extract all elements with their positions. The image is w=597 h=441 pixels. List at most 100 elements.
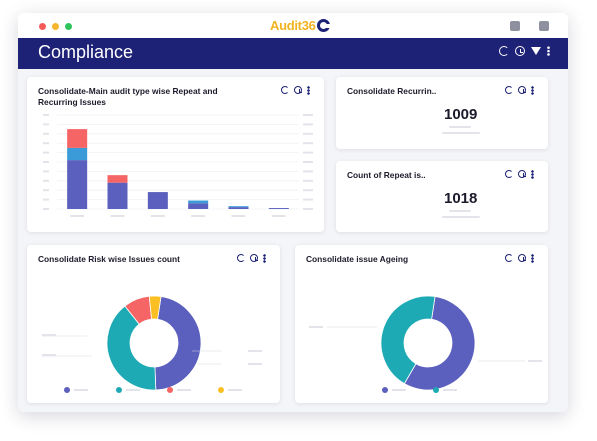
- y-tick-label-placeholder: [43, 132, 49, 135]
- more-options-icon[interactable]: [531, 170, 539, 179]
- more-options-icon[interactable]: [531, 86, 539, 95]
- kpi-caption-placeholder: [442, 132, 480, 134]
- kpi-value: 1009: [444, 106, 478, 123]
- bar-segment: [67, 129, 88, 148]
- y-tick-label-placeholder: [43, 198, 49, 201]
- legend-label-placeholder: [74, 389, 88, 391]
- x-tick-label-placeholder: [150, 215, 165, 217]
- x-tick-label-placeholder: [110, 215, 125, 217]
- data-label-placeholder: [248, 363, 262, 365]
- y2-tick-label-placeholder: [303, 142, 313, 145]
- kpi-caption-placeholder: [449, 210, 471, 212]
- card-actions: [505, 254, 539, 263]
- bar-segment: [67, 160, 88, 209]
- stacked-bar-chart: [43, 114, 313, 217]
- card-actions: [505, 170, 539, 179]
- y-tick-label-placeholder: [43, 179, 49, 182]
- donut-slice: [148, 295, 162, 320]
- kpi-caption-placeholder: [442, 216, 480, 218]
- maximize-window-dot[interactable]: [65, 23, 72, 30]
- card-actions: [237, 254, 271, 263]
- x-tick-label-placeholder: [70, 215, 85, 217]
- recurring-kpi-card: Consolidate Recurrin.. 1009: [336, 77, 548, 149]
- donut-slice: [154, 296, 202, 391]
- legend-dot: [433, 387, 439, 393]
- calculator-icon[interactable]: [510, 21, 520, 31]
- risk-donut-chart: [42, 295, 262, 391]
- y2-tick-label-placeholder: [303, 189, 313, 192]
- y2-tick-label-placeholder: [303, 132, 313, 135]
- refresh-icon[interactable]: [505, 254, 513, 262]
- y-tick-label-placeholder: [43, 170, 49, 173]
- document-icon[interactable]: [539, 21, 549, 31]
- more-options-icon[interactable]: [263, 254, 271, 263]
- y2-tick-label-placeholder: [303, 161, 313, 163]
- y2-tick-label-placeholder: [303, 208, 313, 210]
- repeat-kpi-card: Count of Repeat is.. 1018: [336, 161, 548, 232]
- bar-segment: [188, 203, 209, 209]
- card-title: Consolidate Risk wise Issues count: [38, 254, 180, 264]
- x-tick-label-placeholder: [191, 215, 206, 217]
- more-options-icon[interactable]: [547, 46, 550, 56]
- y-tick-label-placeholder: [43, 123, 49, 126]
- title-bar: Audit36: [18, 13, 568, 38]
- risk-issues-card: Consolidate Risk wise Issues count: [27, 245, 280, 403]
- legend-label-placeholder: [228, 389, 242, 391]
- x-tick-label-placeholder: [231, 215, 246, 217]
- clock-icon[interactable]: [515, 46, 525, 56]
- card-title: Count of Repeat is..: [347, 170, 426, 180]
- legend-label-placeholder: [392, 389, 406, 391]
- minimize-window-dot[interactable]: [52, 23, 59, 30]
- app-logo: Audit36: [270, 17, 330, 34]
- kpi-value: 1018: [444, 190, 478, 207]
- filter-icon[interactable]: [531, 47, 541, 55]
- card-actions: [505, 86, 539, 95]
- legend-dot: [218, 387, 224, 393]
- data-label-placeholder: [42, 334, 56, 336]
- y-tick-label-placeholder: [43, 208, 49, 210]
- kpi-caption-placeholder: [449, 126, 471, 128]
- bar-segment: [188, 200, 209, 204]
- card-actions: [281, 86, 315, 95]
- close-window-dot[interactable]: [39, 23, 46, 30]
- clock-icon[interactable]: [518, 170, 526, 178]
- card-title: Consolidate-Main audit type wise Repeat …: [38, 86, 218, 107]
- legend-dot: [167, 387, 173, 393]
- logo-c-mark: [316, 19, 330, 32]
- bar-segment: [107, 175, 128, 183]
- y-tick-label-placeholder: [43, 161, 49, 163]
- y2-tick-label-placeholder: [303, 151, 313, 154]
- repeat-recurring-card: Consolidate-Main audit type wise Repeat …: [27, 77, 324, 232]
- more-options-icon[interactable]: [307, 86, 315, 95]
- ageing-donut-chart: [309, 295, 542, 391]
- refresh-icon[interactable]: [281, 86, 289, 94]
- data-label-placeholder: [309, 326, 323, 328]
- legend-label-placeholder: [177, 389, 191, 391]
- bar-segment: [228, 207, 249, 209]
- y-tick-label-placeholder: [43, 142, 49, 145]
- legend-label-placeholder: [443, 389, 457, 391]
- refresh-icon[interactable]: [505, 86, 513, 94]
- data-label-placeholder: [42, 354, 56, 356]
- y2-tick-label-placeholder: [303, 198, 313, 201]
- y-tick-label-placeholder: [43, 151, 49, 154]
- refresh-icon[interactable]: [237, 254, 245, 262]
- data-label-placeholder: [528, 360, 542, 362]
- clock-icon[interactable]: [294, 86, 302, 94]
- x-tick-label-placeholder: [271, 215, 286, 217]
- clock-icon[interactable]: [518, 86, 526, 94]
- refresh-icon[interactable]: [499, 46, 509, 56]
- legend-dot: [64, 387, 70, 393]
- more-options-icon[interactable]: [531, 254, 539, 263]
- card-title: Consolidate Recurrin..: [347, 86, 437, 96]
- y2-tick-label-placeholder: [303, 114, 313, 116]
- legend-dot: [382, 387, 388, 393]
- clock-icon[interactable]: [250, 254, 258, 262]
- issue-ageing-card: Consolidate issue Ageing: [295, 245, 548, 403]
- clock-icon[interactable]: [518, 254, 526, 262]
- card-title: Consolidate issue Ageing: [306, 254, 409, 264]
- y-tick-label-placeholder: [43, 189, 49, 192]
- bar-segment: [268, 208, 289, 209]
- donut-slice: [106, 305, 157, 391]
- refresh-icon[interactable]: [505, 170, 513, 178]
